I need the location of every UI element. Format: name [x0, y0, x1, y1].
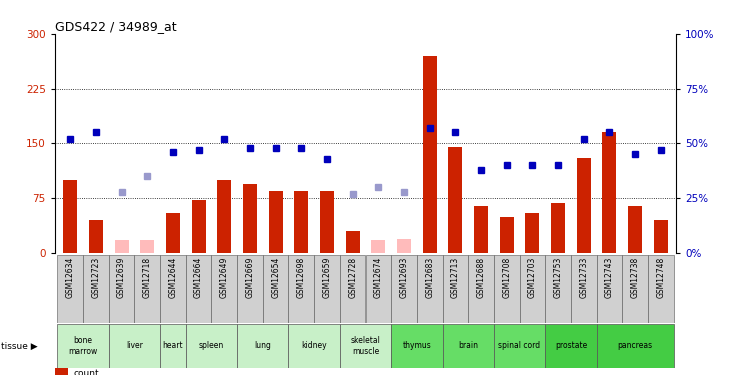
Text: GSM12733: GSM12733 [579, 257, 588, 298]
Bar [474, 206, 488, 253]
Bar [166, 213, 180, 253]
Text: GSM12723: GSM12723 [91, 257, 100, 298]
Text: GSM12708: GSM12708 [502, 257, 511, 298]
Text: GSM12728: GSM12728 [348, 257, 357, 298]
Bar [500, 217, 514, 253]
Bar [289, 255, 314, 322]
Text: GDS422 / 34989_at: GDS422 / 34989_at [55, 20, 176, 33]
Text: prostate: prostate [555, 341, 587, 350]
Bar [211, 255, 237, 322]
Text: lung: lung [254, 341, 271, 350]
Bar [320, 191, 334, 253]
Bar [468, 255, 494, 322]
Text: kidney: kidney [301, 341, 327, 350]
Bar [417, 255, 442, 322]
Bar [140, 240, 154, 253]
Text: GSM12683: GSM12683 [425, 257, 434, 298]
Bar [648, 255, 673, 322]
Bar [295, 191, 308, 253]
Text: GSM12743: GSM12743 [605, 257, 614, 298]
Bar [571, 255, 596, 322]
Bar [289, 324, 340, 368]
Bar [160, 255, 186, 322]
Text: GSM12703: GSM12703 [528, 257, 537, 298]
Bar [186, 324, 237, 368]
Bar [391, 324, 442, 368]
Text: pancreas: pancreas [618, 341, 653, 350]
Bar [340, 324, 391, 368]
Text: liver: liver [126, 341, 143, 350]
Bar [268, 191, 283, 253]
Bar [58, 255, 83, 322]
Text: GSM12659: GSM12659 [322, 257, 331, 298]
Bar [314, 255, 340, 322]
Bar [83, 255, 109, 322]
Text: GSM12644: GSM12644 [168, 257, 178, 298]
Bar [551, 203, 565, 253]
Bar [217, 180, 231, 253]
Bar [237, 255, 263, 322]
Bar [654, 220, 668, 253]
Bar [391, 255, 417, 322]
Bar [192, 201, 205, 253]
Text: count: count [73, 369, 99, 375]
Bar [494, 324, 545, 368]
Bar [526, 213, 539, 253]
Text: skeletal
muscle: skeletal muscle [351, 336, 380, 356]
Text: GSM12753: GSM12753 [553, 257, 563, 298]
Text: GSM12634: GSM12634 [66, 257, 75, 298]
Bar [243, 184, 257, 253]
Bar [397, 238, 411, 253]
Bar [442, 324, 494, 368]
Bar [160, 324, 186, 368]
Text: GSM12693: GSM12693 [400, 257, 409, 298]
Text: GSM12674: GSM12674 [374, 257, 383, 298]
Bar [442, 255, 468, 322]
Text: GSM12698: GSM12698 [297, 257, 306, 298]
Bar [135, 255, 160, 322]
Text: GSM12639: GSM12639 [117, 257, 126, 298]
Bar [58, 324, 109, 368]
Text: GSM12664: GSM12664 [194, 257, 203, 298]
Bar [263, 255, 289, 322]
Bar [423, 56, 436, 253]
Bar [596, 324, 673, 368]
Bar [577, 158, 591, 253]
Text: GSM12713: GSM12713 [451, 257, 460, 298]
Text: GSM12738: GSM12738 [631, 257, 640, 298]
Text: thymus: thymus [403, 341, 431, 350]
Text: spinal cord: spinal cord [499, 341, 541, 350]
Bar [371, 240, 385, 253]
Bar [109, 324, 160, 368]
Bar [494, 255, 520, 322]
Bar [545, 324, 596, 368]
Bar [622, 255, 648, 322]
Text: tissue ▶: tissue ▶ [1, 341, 37, 350]
Text: spleen: spleen [199, 341, 224, 350]
Bar [545, 255, 571, 322]
Bar [602, 132, 616, 253]
Bar [520, 255, 545, 322]
Bar [89, 220, 103, 253]
Bar [63, 180, 77, 253]
Text: heart: heart [162, 341, 183, 350]
Bar [340, 255, 366, 322]
Text: GSM12654: GSM12654 [271, 257, 280, 298]
Text: GSM12669: GSM12669 [246, 257, 254, 298]
Bar [366, 255, 391, 322]
Text: bone
marrow: bone marrow [69, 336, 98, 356]
Bar [115, 240, 129, 253]
Text: GSM12748: GSM12748 [656, 257, 665, 298]
Bar [186, 255, 211, 322]
Bar [628, 206, 642, 253]
Bar [448, 147, 463, 253]
Text: brain: brain [458, 341, 478, 350]
Text: GSM12688: GSM12688 [477, 257, 485, 298]
Bar [109, 255, 135, 322]
Text: GSM12649: GSM12649 [220, 257, 229, 298]
Bar [596, 255, 622, 322]
Bar [346, 231, 360, 253]
Text: GSM12718: GSM12718 [143, 257, 152, 298]
Bar [237, 324, 289, 368]
